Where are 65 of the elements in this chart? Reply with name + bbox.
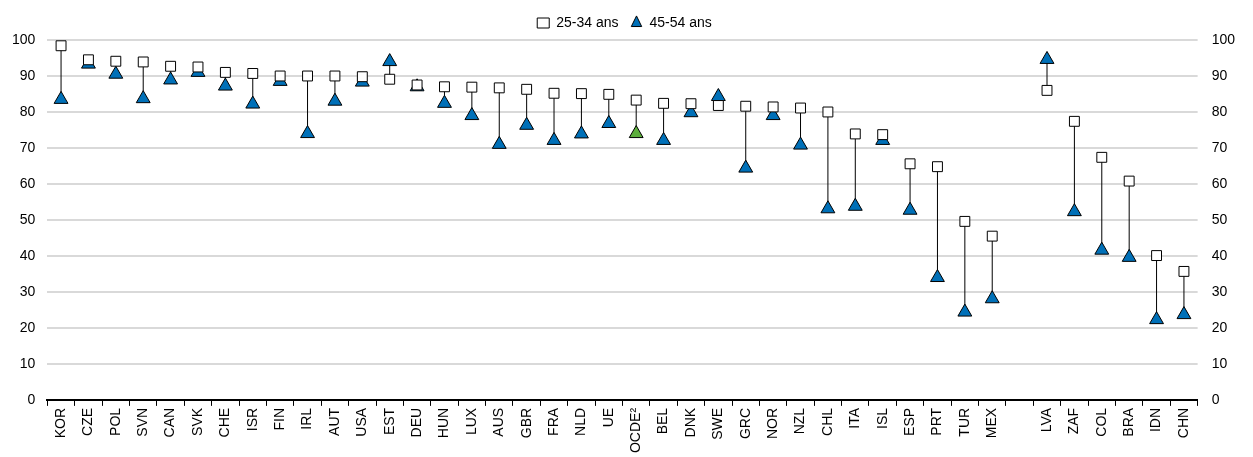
x-tick-label: FIN bbox=[271, 407, 288, 431]
x-tick-label: CHN bbox=[1174, 407, 1191, 439]
y-tick-label: 10 bbox=[19, 354, 36, 371]
x-tick-label: SVN bbox=[134, 407, 151, 437]
y2-tick-label: 30 bbox=[1211, 282, 1228, 299]
x-tick-label: FRA bbox=[544, 407, 561, 436]
y2-tick-label: 50 bbox=[1211, 210, 1228, 227]
x-tick-label: CZE bbox=[79, 407, 96, 436]
x-tick-label: MEX bbox=[983, 407, 1000, 439]
legend-label: 45-54 ans bbox=[649, 13, 712, 30]
x-tick-label: DEU bbox=[407, 407, 424, 438]
x-tick-label: ISR bbox=[243, 407, 260, 432]
x-tick-label: USA bbox=[353, 407, 370, 437]
x-tick-label: IRL bbox=[298, 407, 315, 430]
x-tick-label: NOR bbox=[763, 407, 780, 440]
x-tick-label: BRA bbox=[1120, 407, 1137, 437]
x-tick-label: COL bbox=[1092, 407, 1109, 437]
y-tick-label: 20 bbox=[19, 318, 36, 335]
y2-tick-label: 100 bbox=[1211, 30, 1236, 47]
x-tick-label: IDN bbox=[1147, 407, 1164, 433]
y-tick-label: 50 bbox=[19, 210, 36, 227]
x-tick-label: GRC bbox=[736, 407, 753, 440]
x-tick-label: SVK bbox=[188, 407, 205, 436]
x-tick-label: HUN bbox=[435, 407, 452, 439]
x-tick-label: AUS bbox=[490, 407, 507, 437]
x-tick-label: CHE bbox=[216, 407, 233, 438]
x-tick-label: OCDE² bbox=[627, 407, 644, 454]
x-tick-label: AUT bbox=[325, 407, 342, 436]
y-tick-label: 40 bbox=[19, 246, 36, 263]
x-tick-label: ESP bbox=[900, 407, 917, 436]
y-tick-label: 30 bbox=[19, 282, 36, 299]
y2-tick-label: 10 bbox=[1211, 354, 1228, 371]
x-tick-label: ZAF bbox=[1065, 407, 1082, 435]
x-tick-label: POL bbox=[106, 407, 123, 436]
x-tick-label: UE bbox=[599, 407, 616, 428]
x-tick-label: ITA bbox=[846, 407, 863, 429]
x-tick-label: BEL bbox=[654, 407, 671, 435]
y2-tick-label: 20 bbox=[1211, 318, 1228, 335]
x-tick-label: LVA bbox=[1037, 407, 1054, 433]
y2-tick-label: 0 bbox=[1211, 390, 1220, 407]
y2-tick-label: 60 bbox=[1211, 174, 1228, 191]
y2-tick-label: 80 bbox=[1211, 102, 1228, 119]
y-tick-label: 90 bbox=[19, 66, 36, 83]
x-tick-label: TUR bbox=[955, 407, 972, 437]
y2-tick-label: 70 bbox=[1211, 138, 1228, 155]
x-tick-label: PRT bbox=[928, 407, 945, 436]
x-tick-label: NZL bbox=[791, 407, 808, 435]
y2-tick-label: 40 bbox=[1211, 246, 1228, 263]
x-tick-label: GBR bbox=[517, 407, 534, 439]
y-tick-label: 0 bbox=[27, 390, 36, 407]
x-tick-label: CAN bbox=[161, 407, 178, 438]
legend-label: 25-34 ans bbox=[556, 13, 619, 30]
x-tick-label: SWE bbox=[709, 407, 726, 440]
x-tick-label: EST bbox=[380, 407, 397, 436]
y2-tick-label: 90 bbox=[1211, 66, 1228, 83]
x-tick-label: ISL bbox=[873, 407, 890, 429]
y-tick-label: 80 bbox=[19, 102, 36, 119]
y-tick-label: 70 bbox=[19, 138, 36, 155]
x-tick-label: LUX bbox=[462, 407, 479, 436]
x-tick-label: KOR bbox=[51, 407, 68, 439]
y-tick-label: 60 bbox=[19, 174, 36, 191]
y-tick-label: 100 bbox=[12, 30, 36, 47]
x-tick-label: NLD bbox=[572, 407, 589, 436]
x-tick-label: DNK bbox=[681, 407, 698, 438]
x-tick-label: CHL bbox=[818, 407, 835, 436]
